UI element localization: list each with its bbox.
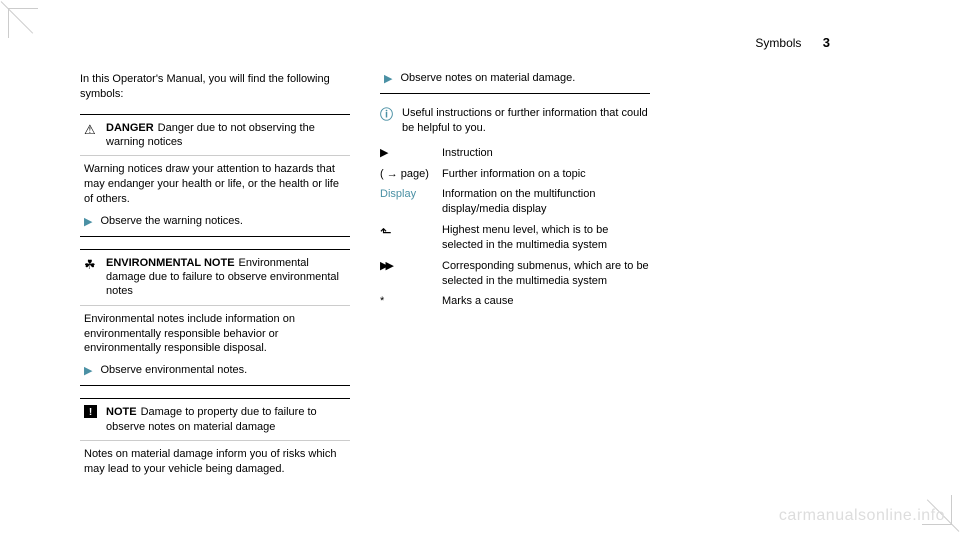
danger-header: ⚠ DANGERDanger due to not observing the …: [80, 115, 350, 157]
legend-display: Display Information on the multifunction…: [380, 187, 650, 217]
legend-sym-display: Display: [380, 187, 442, 217]
legend-instruction: ▶ Instruction: [380, 146, 650, 161]
watermark: carmanualsonline.info: [779, 507, 945, 525]
note-body: Notes on material damage inform you of r…: [80, 441, 350, 477]
legend-text-instruction: Instruction: [442, 146, 493, 161]
warning-icon: ⚠: [84, 121, 106, 150]
columns-container: In this Operator's Manual, you will find…: [80, 72, 910, 489]
info-icon: ⓘ: [380, 106, 402, 136]
danger-title: DANGER: [106, 122, 154, 134]
legend-text-highest: Highest menu level, which is to be selec…: [442, 223, 650, 253]
legend-text-display: Information on the multifunction display…: [442, 187, 650, 217]
note-title: NOTE: [106, 406, 137, 418]
note-header: ! NOTEDamage to property due to failure …: [80, 399, 350, 441]
danger-header-text: DANGERDanger due to not observing the wa…: [106, 121, 346, 150]
info-row: ⓘ Useful instructions or further informa…: [380, 106, 650, 136]
danger-body: Warning notices draw your attention to h…: [80, 156, 350, 213]
page-number: 3: [823, 35, 830, 50]
note-desc: Damage to property due to failure to obs…: [106, 406, 317, 432]
legend-sym-submenu: ▶▶: [380, 259, 442, 289]
note-continuation: ▶ Observe notes on material damage.: [380, 72, 650, 94]
legend-text-submenu: Corresponding submenus, which are to be …: [442, 259, 650, 289]
triangle-icon: ▶: [84, 364, 92, 377]
exclaim-icon: !: [84, 405, 97, 418]
legend-sym-instruction: ▶: [380, 146, 442, 161]
legend-sym-cause: *: [380, 294, 442, 309]
page-content: Symbols 3 In this Operator's Manual, you…: [0, 0, 960, 533]
triangle-icon: ▶: [84, 215, 92, 228]
legend-cause: * Marks a cause: [380, 294, 650, 309]
env-header-text: ENVIRONMENTAL NOTEEnvironmental damage d…: [106, 256, 346, 299]
triangle-icon: ▶: [384, 72, 392, 85]
legend-sym-further: ( → page): [380, 167, 442, 182]
column-right: ▶ Observe notes on material damage. ⓘ Us…: [380, 72, 650, 489]
legend-sym-highest: ⬑: [380, 223, 442, 253]
env-title: ENVIRONMENTAL NOTE: [106, 257, 235, 269]
legend-highest: ⬑ Highest menu level, which is to be sel…: [380, 223, 650, 253]
page-header: Symbols 3: [80, 35, 910, 50]
note-notice: ! NOTEDamage to property due to failure …: [80, 398, 350, 476]
leaf-icon: ☘: [84, 256, 106, 299]
danger-instruction: ▶ Observe the warning notices.: [80, 213, 350, 236]
env-header: ☘ ENVIRONMENTAL NOTEEnvironmental damage…: [80, 250, 350, 306]
note-instr-text: Observe notes on material damage.: [400, 72, 575, 85]
legend-submenu: ▶▶ Corresponding submenus, which are to …: [380, 259, 650, 289]
crop-mark-tl: [8, 8, 38, 38]
env-notice: ☘ ENVIRONMENTAL NOTEEnvironmental damage…: [80, 249, 350, 386]
column-left: In this Operator's Manual, you will find…: [80, 72, 350, 489]
intro-text: In this Operator's Manual, you will find…: [80, 72, 350, 102]
section-name: Symbols: [755, 36, 801, 50]
legend-text-cause: Marks a cause: [442, 294, 514, 309]
danger-notice: ⚠ DANGERDanger due to not observing the …: [80, 114, 350, 237]
legend-further: ( → page) Further information on a topic: [380, 167, 650, 182]
env-instr-text: Observe environmental notes.: [100, 364, 247, 377]
danger-instr-text: Observe the warning notices.: [100, 215, 242, 228]
note-instruction: ▶ Observe notes on material damage.: [380, 72, 650, 93]
legend-text-further: Further information on a topic: [442, 167, 586, 182]
info-text: Useful instructions or further informati…: [402, 106, 650, 136]
note-header-text: NOTEDamage to property due to failure to…: [106, 405, 346, 434]
env-body: Environmental notes include information …: [80, 306, 350, 363]
env-instruction: ▶ Observe environmental notes.: [80, 362, 350, 385]
